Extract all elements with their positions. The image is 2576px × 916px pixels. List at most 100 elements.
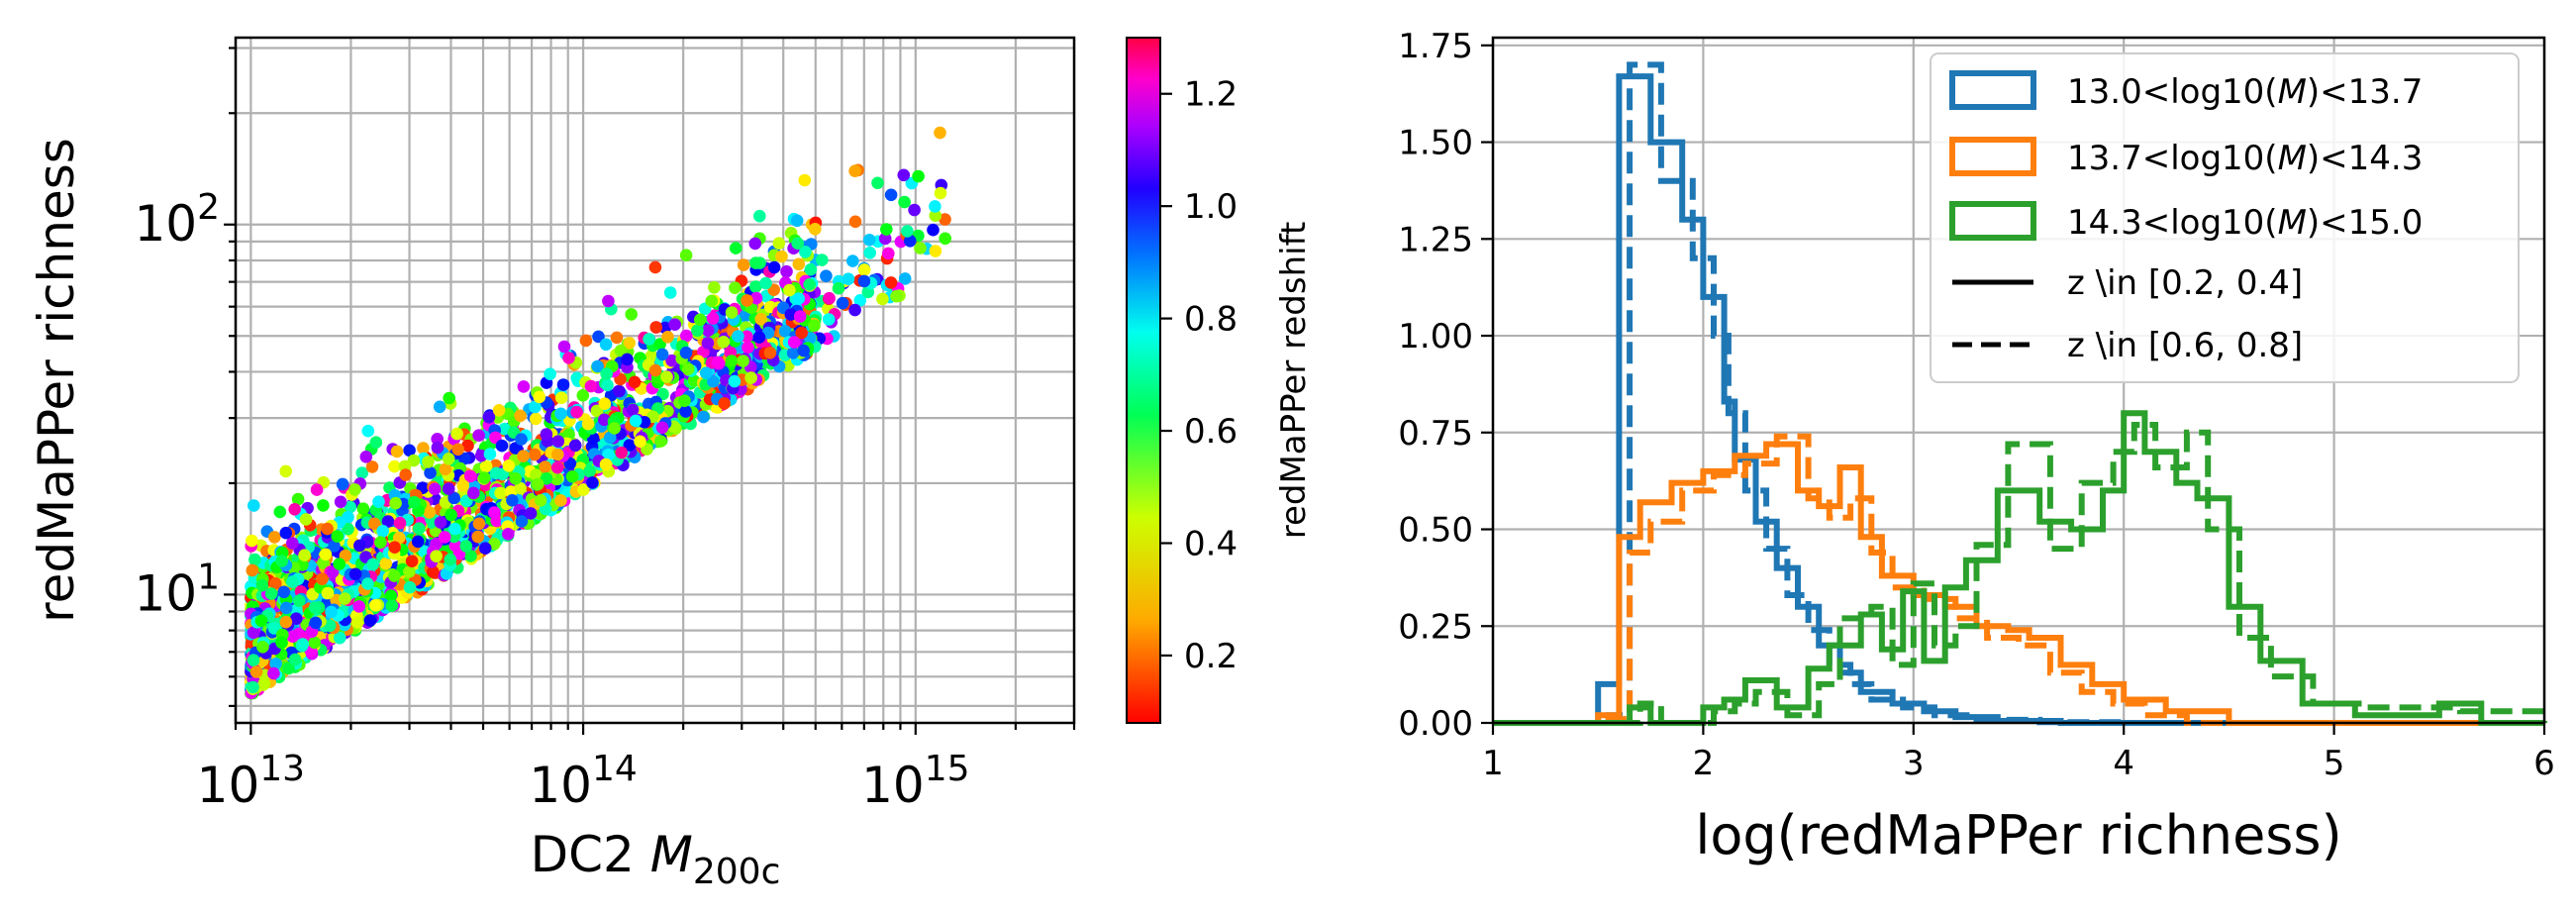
scatter-point bbox=[423, 506, 437, 519]
scatter-point bbox=[353, 539, 366, 553]
scatter-point bbox=[697, 410, 710, 424]
scatter-point bbox=[344, 500, 357, 514]
scatter-point bbox=[929, 200, 941, 213]
scatter-point bbox=[336, 477, 349, 491]
colorbar-tick-label: 0.4 bbox=[1184, 524, 1238, 563]
scatter-point bbox=[388, 541, 402, 554]
scatter-point bbox=[557, 340, 571, 354]
scatter-point bbox=[478, 542, 492, 555]
scatter-point bbox=[898, 272, 912, 285]
scatter-point bbox=[494, 486, 507, 500]
scatter-point bbox=[376, 525, 390, 538]
scatter-point bbox=[857, 274, 871, 288]
colorbar-ticks: 0.2 0.4 0.6 0.8 1.0 1.2 bbox=[1160, 75, 1238, 676]
scatter-point bbox=[908, 203, 921, 217]
scatter-point bbox=[748, 237, 762, 251]
scatter-point bbox=[399, 468, 413, 481]
legend-swatch bbox=[1949, 137, 2036, 176]
scatter-point bbox=[269, 658, 282, 670]
scatter-point bbox=[492, 404, 506, 417]
scatter-point bbox=[361, 424, 375, 438]
scatter-point bbox=[288, 503, 302, 516]
scatter-point bbox=[413, 522, 426, 535]
scatter-point bbox=[939, 232, 951, 246]
scatter-point bbox=[653, 338, 666, 351]
scatter-point bbox=[848, 215, 862, 229]
histogram-series-1 bbox=[1605, 61, 2544, 726]
scatter-point bbox=[514, 409, 527, 423]
scatter-x-tick-label: 1015 bbox=[861, 749, 969, 814]
scatter-point bbox=[809, 223, 822, 236]
scatter-point bbox=[282, 662, 295, 675]
scatter-point bbox=[591, 359, 604, 373]
scatter-point bbox=[288, 653, 302, 666]
scatter-point bbox=[816, 254, 829, 266]
scatter-point bbox=[621, 353, 634, 366]
scatter-point bbox=[279, 601, 293, 615]
scatter-point bbox=[846, 254, 859, 267]
scatter-point bbox=[882, 247, 895, 260]
legend-swatch bbox=[1949, 70, 2036, 110]
histogram-series-5 bbox=[1493, 422, 2547, 726]
scatter-point bbox=[863, 247, 876, 259]
scatter-point bbox=[257, 677, 271, 690]
scatter-point bbox=[256, 641, 269, 654]
scatter-point bbox=[725, 306, 739, 319]
scatter-point bbox=[822, 313, 836, 326]
scatter-point bbox=[554, 494, 567, 507]
scatter-point bbox=[759, 276, 772, 290]
scatter-point bbox=[729, 281, 742, 295]
scatter-point bbox=[464, 550, 477, 562]
scatter-point bbox=[803, 278, 816, 291]
scatter-point bbox=[790, 214, 804, 228]
scatter-point bbox=[334, 495, 347, 509]
scatter-point bbox=[299, 513, 313, 526]
scatter-point bbox=[711, 356, 725, 369]
scatter-point bbox=[708, 281, 721, 294]
scatter-point bbox=[737, 355, 749, 367]
scatter-point bbox=[459, 540, 473, 553]
scatter-point bbox=[737, 258, 750, 271]
scatter-point bbox=[615, 446, 628, 459]
colorbar-label: redMaPPer redshift bbox=[1274, 222, 1314, 540]
scatter-point bbox=[524, 507, 538, 520]
scatter-point bbox=[665, 354, 678, 367]
scatter-point bbox=[753, 209, 766, 223]
histogram-x-tick-label: 3 bbox=[1903, 744, 1925, 783]
scatter-point bbox=[565, 470, 579, 483]
scatter-point bbox=[317, 499, 330, 512]
scatter-point bbox=[626, 403, 640, 417]
scatter-point bbox=[403, 565, 416, 578]
scatter-point bbox=[823, 291, 836, 305]
scatter-point bbox=[316, 572, 329, 585]
scatter-x-tick-label: 1013 bbox=[197, 749, 305, 814]
scatter-point bbox=[411, 535, 425, 549]
scatter-point bbox=[439, 462, 452, 476]
scatter-point bbox=[792, 257, 806, 271]
scatter-point bbox=[348, 567, 362, 581]
scatter-point bbox=[464, 469, 477, 483]
scatter-point bbox=[319, 548, 333, 561]
scatter-point bbox=[286, 630, 299, 643]
histogram-y-tick-label: 0.00 bbox=[1398, 704, 1473, 744]
scatter-point bbox=[427, 565, 440, 578]
scatter-point bbox=[741, 294, 753, 307]
scatter-point bbox=[853, 294, 867, 307]
colorbar-tick-label: 1.0 bbox=[1184, 187, 1238, 227]
scatter-panel: 1013 1014 1015 101 102 DC2 M200c redMaPPer … bbox=[28, 36, 1314, 892]
histogram-ticks: 1 2 3 4 5 6 0.00 0.25 0.50 0.75 1.00 1.25 1.50 1.75 bbox=[1398, 27, 2555, 783]
scatter-point bbox=[363, 614, 377, 627]
scatter-point bbox=[495, 439, 509, 453]
scatter-point bbox=[584, 379, 598, 393]
scatter-point bbox=[450, 427, 463, 441]
scatter-point bbox=[365, 460, 379, 473]
scatter-point bbox=[350, 616, 364, 629]
scatter-point bbox=[255, 578, 269, 592]
scatter-point bbox=[268, 531, 281, 544]
scatter-point bbox=[267, 666, 280, 680]
scatter-point bbox=[478, 471, 491, 484]
scatter-point bbox=[533, 390, 546, 404]
colorbar-tick-label: 0.2 bbox=[1184, 637, 1238, 676]
scatter-point bbox=[600, 367, 613, 380]
scatter-point bbox=[643, 333, 655, 346]
